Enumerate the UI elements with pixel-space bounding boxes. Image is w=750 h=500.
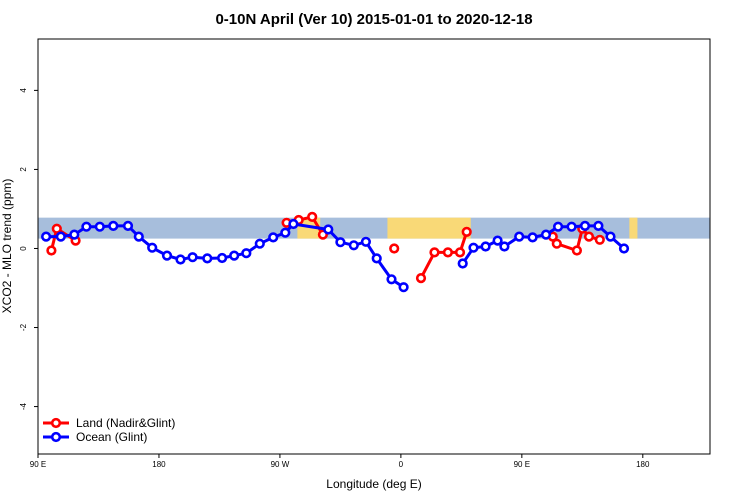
data-point <box>386 274 397 285</box>
data-point <box>571 245 583 256</box>
data-point <box>594 234 605 245</box>
data-point <box>499 241 510 252</box>
data-point <box>187 252 198 263</box>
data-point <box>461 226 472 237</box>
data-point <box>442 247 454 258</box>
data-point <box>217 252 228 264</box>
data-point <box>527 232 538 243</box>
data-point <box>389 243 400 254</box>
data-point <box>280 227 291 238</box>
x-axis-label: Longitude (deg E) <box>326 477 421 491</box>
data-point <box>335 237 346 248</box>
x-tick-label: 90 W <box>271 460 290 469</box>
data-point <box>51 223 62 234</box>
data-point <box>468 242 479 253</box>
data-point <box>55 231 66 242</box>
data-point <box>323 224 334 235</box>
y-axis: -4 -2 0 2 4 <box>19 88 38 410</box>
legend-entry: Land (Nadir&Glint) <box>43 416 175 430</box>
x-tick-label: 90 E <box>514 460 530 469</box>
x-tick-label: 180 <box>152 460 166 469</box>
data-point <box>202 253 213 264</box>
data-point <box>514 231 525 242</box>
data-point <box>454 247 466 258</box>
x-tick-label: 90 E <box>30 460 46 469</box>
plot-frame <box>37 38 711 455</box>
data-point <box>229 250 240 261</box>
data-point <box>268 232 279 243</box>
legend-marker <box>50 417 62 429</box>
data-point <box>122 220 134 231</box>
x-axis: 90 E 180 90 W 0 90 E 180 <box>30 454 650 469</box>
data-point <box>254 238 265 249</box>
series-group <box>40 218 630 293</box>
y-tick-label: -2 <box>19 323 28 331</box>
series-group <box>46 211 605 284</box>
x-tick-label: 180 <box>636 460 650 469</box>
data-point <box>307 211 318 222</box>
data-point <box>161 250 173 261</box>
y-axis-label: XCO2 - MLO trend (ppm) <box>0 179 14 314</box>
data-point <box>360 236 372 247</box>
legend-entry: Ocean (Glint) <box>43 430 147 444</box>
legend-label: Land (Nadir&Glint) <box>76 416 175 430</box>
data-point <box>605 231 616 242</box>
data-point <box>415 273 427 284</box>
data-point <box>551 238 562 249</box>
y-tick-label: 2 <box>19 167 28 172</box>
y-tick-label: -4 <box>19 402 28 410</box>
data-point <box>81 221 92 232</box>
data-point <box>457 258 468 269</box>
data-point <box>288 218 299 230</box>
data-point <box>371 253 382 264</box>
data-point <box>94 221 105 232</box>
series-layer <box>40 211 630 293</box>
data-point <box>133 231 144 242</box>
chart-title: 0-10N April (Ver 10) 2015-01-01 to 2020-… <box>215 11 532 28</box>
legend: Land (Nadir&Glint)Ocean (Glint) <box>43 416 175 444</box>
legend-label: Ocean (Glint) <box>76 430 147 444</box>
data-point <box>40 231 52 242</box>
legend-marker <box>50 431 62 443</box>
land-band <box>629 217 638 239</box>
data-point <box>552 221 564 232</box>
data-point <box>241 248 252 259</box>
data-point <box>108 220 119 231</box>
data-point <box>593 220 604 231</box>
data-point <box>46 245 57 256</box>
data-point <box>69 229 80 240</box>
y-tick-label: 4 <box>19 88 28 93</box>
data-point <box>175 254 186 265</box>
data-point <box>348 240 359 251</box>
data-point <box>583 231 595 242</box>
data-point <box>579 220 591 231</box>
data-point <box>398 282 409 293</box>
data-point <box>540 229 552 240</box>
land-band <box>387 217 471 239</box>
data-point <box>480 241 491 252</box>
data-point <box>147 242 158 253</box>
y-tick-label: 0 <box>19 246 28 251</box>
data-point <box>618 243 630 254</box>
data-point <box>492 235 503 246</box>
data-point <box>429 247 440 258</box>
x-tick-label: 0 <box>399 460 404 469</box>
data-point <box>566 221 577 232</box>
